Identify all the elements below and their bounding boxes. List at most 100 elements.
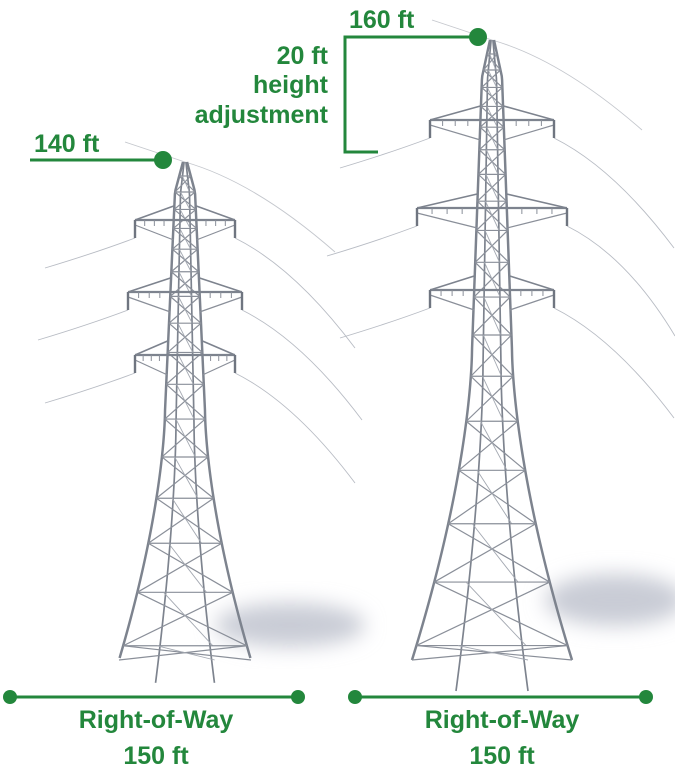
lattice: [157, 646, 215, 660]
lattice: [171, 249, 197, 272]
height-dot: [469, 28, 487, 46]
lattice: [459, 421, 518, 470]
cross-arm: [200, 278, 242, 292]
lattice: [137, 543, 221, 592]
cross-arm: [196, 225, 235, 240]
lattice: [156, 457, 208, 498]
wire: [38, 310, 128, 340]
row-width: 150 ft: [123, 742, 189, 770]
wire: [554, 308, 674, 418]
lattice: [448, 470, 525, 523]
wire: [235, 238, 355, 348]
lattice: [484, 70, 503, 87]
cross-arm: [128, 297, 170, 312]
lattice: [178, 296, 192, 323]
lattice: [475, 230, 507, 262]
lattice: [180, 228, 191, 249]
wire: [185, 162, 335, 252]
lattice: [485, 230, 500, 262]
cross-arm: [507, 194, 567, 208]
cross-arm: [128, 278, 170, 292]
lattice: [485, 201, 499, 230]
cross-arm: [417, 213, 477, 228]
row-label: Right-of-Way: [425, 706, 580, 734]
lattice: [486, 174, 499, 201]
lattice: [165, 384, 204, 419]
cross-arm: [504, 106, 554, 120]
wire: [45, 238, 135, 268]
lattice: [179, 249, 191, 272]
lattice: [487, 127, 498, 150]
tower: [38, 142, 362, 683]
lattice: [148, 543, 232, 592]
lattice: [180, 192, 189, 209]
lattice: [483, 335, 501, 376]
lattice: [484, 262, 500, 297]
lattice: [162, 457, 214, 498]
adjustment-text: height: [253, 71, 329, 99]
lattice: [471, 335, 512, 376]
height-label: 140 ft: [34, 130, 100, 158]
page: 140 ft 160 ft 20 ft height adjustment Ri…: [0, 0, 675, 773]
lattice: [148, 498, 213, 543]
cross-arm: [135, 341, 168, 355]
lattice: [478, 150, 504, 175]
cross-arm: [430, 106, 480, 120]
adjustment-bracket: [345, 37, 478, 152]
lattice: [477, 174, 505, 201]
lattice: [482, 70, 501, 87]
cross-arm: [510, 276, 554, 290]
lattice: [472, 524, 518, 582]
wire: [242, 310, 362, 420]
cross-arm: [510, 295, 554, 310]
tower-leg: [412, 40, 490, 660]
lattice: [168, 323, 201, 352]
shadows: [215, 574, 675, 647]
lattice: [459, 470, 536, 523]
lattice: [165, 419, 208, 457]
lattice: [476, 201, 506, 230]
lattice: [177, 384, 195, 419]
row-dot: [291, 690, 305, 704]
cross-arm: [135, 225, 174, 240]
row-label: Right-of-Way: [79, 706, 234, 734]
lattice: [471, 376, 518, 421]
lattice: [458, 646, 528, 660]
cross-arm: [202, 341, 235, 355]
adjustment-text: 20 ft: [277, 42, 329, 70]
row-width: 150 ft: [469, 742, 535, 770]
diagram: 140 ft 160 ft 20 ft height adjustment Ri…: [0, 0, 675, 773]
tower-leg: [186, 162, 215, 683]
cross-arm: [430, 125, 480, 140]
lattice: [162, 419, 205, 457]
row-dot: [639, 690, 653, 704]
cross-arm: [504, 125, 554, 140]
cross-arm: [507, 213, 567, 228]
height-label: 160 ft: [349, 6, 415, 34]
lattice: [482, 376, 503, 421]
lattice: [172, 228, 196, 249]
lattice: [484, 297, 501, 335]
row-dot: [348, 690, 362, 704]
cross-arm: [200, 297, 242, 312]
lattice: [434, 524, 536, 582]
lattice: [176, 419, 195, 457]
adjustment-text: adjustment: [195, 101, 329, 129]
wire: [492, 40, 642, 130]
lattice: [486, 150, 498, 175]
cross-arm: [430, 276, 474, 290]
cross-arm: [135, 206, 174, 220]
lattice: [487, 106, 497, 127]
lattice: [169, 296, 200, 323]
lattice: [473, 297, 511, 335]
tower-leg: [156, 162, 185, 683]
tower-shadow: [545, 574, 675, 626]
wire: [567, 226, 675, 336]
wire: [554, 138, 674, 248]
cross-arm: [417, 194, 477, 208]
cross-arm: [196, 206, 235, 220]
cross-arm: [135, 360, 168, 375]
lattice: [156, 498, 221, 543]
wire: [340, 308, 430, 338]
cross-arm: [430, 295, 474, 310]
